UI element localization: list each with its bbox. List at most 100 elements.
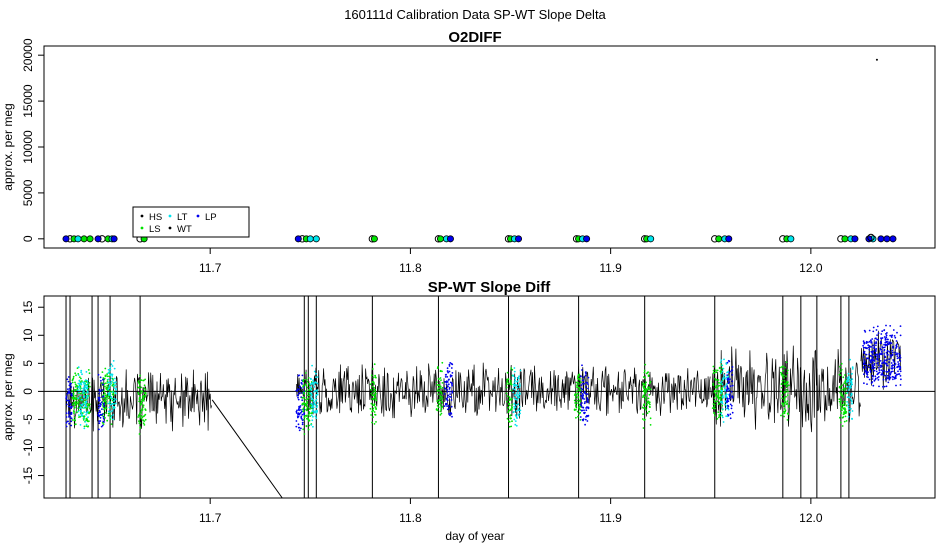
slope-diff-point-ls xyxy=(101,371,104,373)
slope-diff-point-ls xyxy=(644,418,646,421)
slope-diff-point-lt xyxy=(721,370,724,373)
slope-diff-xlabel: day of year xyxy=(445,529,504,543)
slope-diff-point-ls xyxy=(144,378,147,381)
slope-diff-point-lp xyxy=(885,351,888,354)
slope-diff-point-lt xyxy=(77,366,80,369)
slope-diff-point-ls xyxy=(784,391,787,394)
slope-diff-point-ls xyxy=(717,396,720,399)
slope-diff-point-lp xyxy=(883,336,886,338)
slope-diff-point-lp xyxy=(297,398,300,401)
slope-diff-point-lt xyxy=(85,397,88,400)
legend-label-lt: LT xyxy=(177,212,188,223)
slope-diff-point-ls xyxy=(307,377,310,379)
slope-diff-point-lt xyxy=(309,386,312,389)
slope-diff-point-lp xyxy=(882,378,885,381)
slope-diff-point-ls xyxy=(73,410,75,413)
slope-diff-point-ls xyxy=(78,399,81,402)
slope-diff-point-lp xyxy=(67,380,70,383)
slope-diff-point-ls xyxy=(786,369,789,372)
slope-diff-point-ls xyxy=(780,371,782,374)
slope-diff-point-lp xyxy=(881,346,884,348)
slope-diff-point-lp xyxy=(868,378,871,381)
slope-diff-point-lp xyxy=(731,366,734,368)
slope-diff-point-ls xyxy=(713,412,716,415)
slope-diff-point-lp xyxy=(880,353,883,356)
slope-diff-point-ls xyxy=(576,384,579,386)
slope-diff-point-ls xyxy=(506,400,508,403)
slope-diff-point-lp xyxy=(880,365,883,367)
slope-diff-point-lp xyxy=(881,337,884,339)
slope-diff-point-lp xyxy=(878,354,881,356)
slope-diff-point-lp xyxy=(731,411,734,414)
slope-diff-point-lp xyxy=(296,416,299,419)
slope-diff-point-lp xyxy=(726,386,729,389)
slope-diff-point-lt xyxy=(725,394,727,396)
slope-diff-point-ls xyxy=(839,386,842,388)
slope-diff-point-ls xyxy=(440,392,443,394)
slope-diff-point-lp xyxy=(880,333,883,335)
slope-diff-point-lp xyxy=(877,372,880,375)
slope-diff-point-ls xyxy=(842,413,845,416)
slope-diff-point-lp xyxy=(449,375,452,378)
slope-diff-point-lp xyxy=(873,346,876,349)
slope-diff-point-ls xyxy=(649,406,651,409)
slope-diff-point-lt xyxy=(86,396,89,398)
slope-diff-point-lt xyxy=(518,386,521,389)
slope-diff-point-ls xyxy=(89,407,91,410)
slope-diff-point-ls xyxy=(714,393,717,395)
slope-diff-point-ls xyxy=(786,381,789,384)
slope-diff-point-ls xyxy=(306,380,309,383)
slope-diff-point-lt xyxy=(519,412,521,415)
slope-diff-point-ls xyxy=(108,390,111,392)
o2diff-point-lp xyxy=(889,235,897,243)
slope-diff-point-lp xyxy=(886,371,889,373)
slope-diff-point-ls xyxy=(106,375,109,378)
slope-diff-point-ls xyxy=(644,363,647,366)
slope-diff-point-lt xyxy=(83,407,85,409)
slope-diff-point-ls xyxy=(441,402,444,404)
slope-diff-point-ls xyxy=(641,418,644,420)
slope-diff-point-ls xyxy=(103,408,106,410)
slope-diff-point-lp xyxy=(891,368,893,370)
slope-diff-point-lp xyxy=(868,348,871,351)
slope-diff-point-ls xyxy=(72,396,75,399)
slope-diff-point-lp xyxy=(301,399,304,402)
slope-diff-point-lt xyxy=(310,402,313,405)
slope-diff-point-ls xyxy=(87,420,90,423)
slope-diff-point-lp xyxy=(888,351,891,353)
slope-diff-point-ls xyxy=(785,388,788,391)
slope-diff-point-lt xyxy=(850,380,853,382)
slope-diff-point-ls xyxy=(782,374,785,377)
slope-diff-point-lt xyxy=(846,392,849,394)
slope-diff-point-lp xyxy=(100,425,103,428)
slope-diff-point-ls xyxy=(718,389,720,392)
slope-diff-point-lp xyxy=(870,341,873,344)
slope-diff-point-ls xyxy=(787,404,790,407)
slope-diff-point-ls xyxy=(138,415,141,417)
slope-diff-point-lt xyxy=(513,402,516,405)
slope-diff-point-lp xyxy=(863,350,866,353)
slope-diff-point-lt xyxy=(315,417,318,419)
slope-diff-point-lp xyxy=(448,395,451,398)
slope-diff-point-ls xyxy=(103,383,106,385)
slope-diff-point-ls xyxy=(507,406,509,409)
slope-diff-point-ls xyxy=(780,414,782,417)
slope-diff-point-ls xyxy=(111,399,114,402)
slope-diff-point-ls xyxy=(575,390,578,393)
slope-diff-point-ls xyxy=(839,404,842,406)
slope-diff-point-lt xyxy=(113,406,116,409)
slope-diff-point-lp xyxy=(448,407,451,410)
slope-diff-point-lp xyxy=(894,375,897,378)
slope-diff-point-ls xyxy=(716,400,719,403)
slope-diff-point-lt xyxy=(517,380,519,382)
slope-diff-point-ls xyxy=(843,407,846,410)
slope-diff-point-ls xyxy=(716,379,718,381)
slope-diff-point-ls xyxy=(579,411,582,414)
slope-diff-point-ls xyxy=(716,390,719,393)
slope-diff-point-lp xyxy=(99,410,101,413)
slope-diff-point-lp xyxy=(729,403,732,406)
slope-diff-point-lt xyxy=(723,386,726,389)
slope-diff-point-lt xyxy=(515,393,518,396)
slope-diff-point-lp xyxy=(874,375,877,378)
slope-diff-point-lt xyxy=(79,424,82,426)
